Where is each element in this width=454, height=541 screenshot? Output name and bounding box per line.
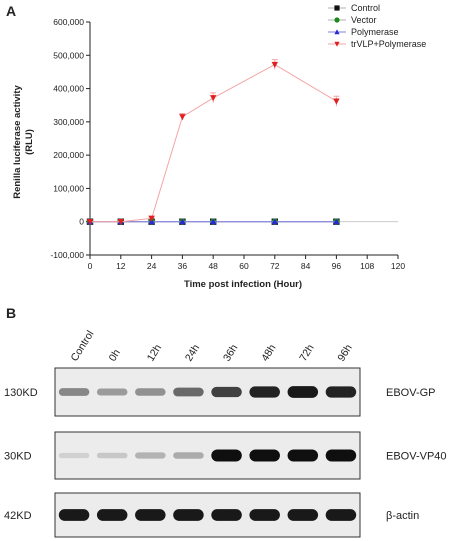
y-tick-label: -100,000 [50, 250, 84, 260]
lane-label: 96h [335, 342, 355, 363]
panel-a-label: A [6, 3, 16, 19]
y-tick-label: 200,000 [53, 150, 84, 160]
y-axis-ticks: -100,000 0 100,000 200,000 300,000 400,000 500… [50, 17, 90, 260]
protein-label: EBOV-VP40 [386, 451, 447, 463]
x-tick-label: 120 [391, 261, 405, 271]
series-layer [86, 59, 340, 226]
y-axis-title-unit: (RLU) [24, 129, 35, 155]
panel-b-label: B [6, 305, 16, 321]
data-point-triangle-down [333, 98, 340, 105]
data-point-triangle-down [334, 41, 340, 47]
blot-row-ebov-gp: 130KD EBOV-GP [4, 367, 436, 417]
blot-band [173, 452, 204, 459]
data-point-triangle-up [333, 218, 340, 225]
blot-band [135, 509, 166, 521]
legend-label: Polymerase [351, 27, 399, 37]
data-point-triangle-down [179, 114, 186, 121]
x-axis-title: Time post infection (Hour) [184, 279, 302, 290]
blot-band [96, 388, 128, 396]
blot-band [249, 449, 280, 462]
series-trvlp-polymerase [86, 59, 340, 226]
data-point-triangle-up [334, 29, 340, 35]
x-tick-label: 0 [88, 261, 93, 271]
line-chart: -100,000 0 100,000 200,000 300,000 400,000 500… [12, 3, 426, 290]
blot-row-ebov-vp40: 30KD EBOV-VP40 [4, 431, 447, 480]
x-tick-label: 48 [208, 261, 218, 271]
legend-item: Vector [328, 15, 377, 25]
data-point-square [334, 5, 340, 11]
y-tick-label: 300,000 [53, 117, 84, 127]
blot-rows: 130KD EBOV-GP 30KD EBOV-VP40 42KD β-actin [4, 367, 447, 538]
x-tick-label: 12 [116, 261, 126, 271]
legend-item: trVLP+Polymerase [328, 39, 426, 49]
x-tick-label: 96 [332, 261, 342, 271]
data-point-triangle-down [148, 215, 155, 222]
lane-label: 12h [145, 342, 165, 363]
data-point-triangle-down [117, 218, 124, 226]
lane-label: 72h [297, 342, 317, 363]
blot-band [58, 452, 90, 459]
x-tick-label: 24 [147, 261, 157, 271]
blot-band [325, 509, 357, 521]
y-tick-label: 600,000 [53, 17, 84, 27]
legend-item: Polymerase [328, 27, 399, 37]
data-point-triangle-down [271, 61, 278, 68]
lane-label: 24h [183, 342, 203, 363]
data-point-triangle-up [179, 218, 186, 225]
legend-label: Vector [351, 15, 377, 25]
blot-band [325, 449, 357, 462]
lane-label: 36h [221, 342, 241, 363]
blot-band [96, 509, 128, 521]
x-tick-label: 108 [360, 261, 374, 271]
x-tick-label: 60 [239, 261, 249, 271]
blot-row--actin: 42KD β-actin [4, 492, 419, 538]
data-point-triangle-up [271, 218, 278, 225]
molecular-weight-label: 30KD [4, 451, 32, 463]
molecular-weight-label: 130KD [4, 387, 38, 399]
lane-labels: Control 0h 12h 24h 36h 48h 72h 96h [68, 329, 354, 364]
legend: Control Vector Polymerase trVLP+Polymerase [328, 3, 426, 49]
blot-band [58, 509, 90, 521]
blot-band [135, 388, 166, 396]
blot-band [173, 509, 204, 521]
blot-band [287, 386, 319, 398]
blot-band [96, 452, 128, 459]
protein-label: EBOV-GP [386, 387, 436, 399]
y-axis-title: Renilla luciferase activity [12, 85, 23, 199]
data-point-triangle-up [210, 218, 217, 225]
x-tick-label: 36 [178, 261, 188, 271]
protein-label: β-actin [386, 510, 419, 522]
blot-band [249, 509, 280, 521]
lane-label: 48h [259, 342, 279, 363]
lane-label: 0h [107, 347, 123, 363]
y-tick-label: 100,000 [53, 183, 84, 193]
blot-band [211, 386, 242, 398]
data-point-triangle-down [210, 95, 217, 102]
x-tick-label: 72 [270, 261, 280, 271]
blot-band [211, 509, 242, 521]
data-point-triangle-down [86, 218, 94, 226]
blot-band [211, 449, 242, 462]
blot-band [173, 387, 204, 397]
molecular-weight-label: 42KD [4, 510, 32, 522]
y-tick-label: 500,000 [53, 50, 84, 60]
legend-label: Control [351, 3, 380, 13]
blot-band [135, 452, 166, 459]
legend-label: trVLP+Polymerase [351, 39, 426, 49]
blot-band [287, 509, 319, 521]
blot-band [58, 388, 90, 396]
legend-item: Control [328, 3, 380, 13]
blot-band [249, 386, 280, 398]
x-tick-label: 84 [301, 261, 311, 271]
blot-band [325, 386, 357, 398]
data-point-circle [334, 17, 340, 23]
y-tick-label: 0 [79, 217, 84, 227]
series-line [90, 64, 337, 223]
y-tick-label: 400,000 [53, 84, 84, 94]
x-axis-ticks: 0 12 24 36 48 60 72 84 96 108 120 [88, 255, 405, 271]
western-blot: Control 0h 12h 24h 36h 48h 72h 96h 130KD EBOV-GP… [4, 329, 447, 538]
blot-band [287, 449, 319, 462]
lane-label: Control [68, 329, 96, 364]
